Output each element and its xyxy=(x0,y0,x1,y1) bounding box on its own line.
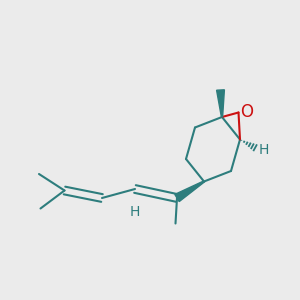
Text: H: H xyxy=(130,205,140,218)
Text: H: H xyxy=(259,143,269,157)
Polygon shape xyxy=(175,181,204,202)
Text: O: O xyxy=(240,103,254,121)
Polygon shape xyxy=(217,90,224,117)
